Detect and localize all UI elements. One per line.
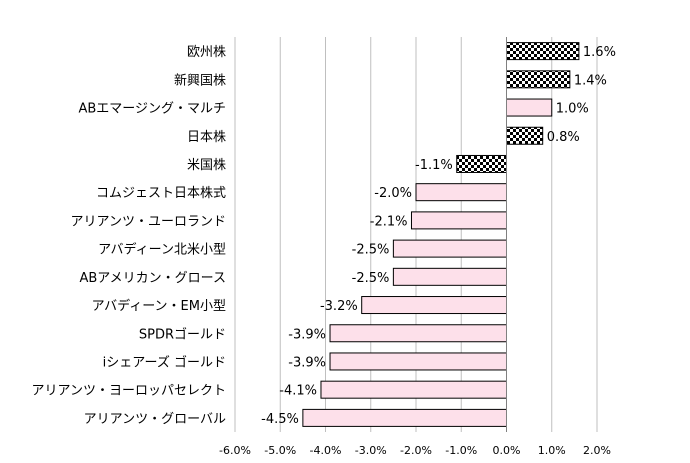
category-label: SPDRゴールド — [139, 326, 226, 342]
bar — [506, 70, 571, 89]
x-tick-label: -3.0% — [355, 444, 387, 457]
value-label: 1.4% — [574, 73, 607, 88]
x-tick-label: -2.0% — [400, 444, 432, 457]
category-label: ABエマージング・マルチ — [78, 102, 226, 117]
category-label: 米国株 — [187, 158, 226, 173]
bar — [302, 408, 507, 427]
x-tick-label: 0.0% — [493, 444, 521, 457]
category-label: アバディーン・EM小型 — [92, 298, 226, 314]
value-label: -3.2% — [320, 299, 358, 314]
category-label: ABアメリカン・グロース — [79, 271, 226, 286]
gridlines — [234, 37, 598, 432]
bar — [506, 42, 580, 61]
category-label: アリアンツ・グローバル — [84, 412, 226, 427]
bar — [456, 154, 508, 173]
value-label: -2.5% — [352, 243, 390, 258]
value-label: -3.9% — [288, 327, 326, 342]
category-label: 日本株 — [187, 130, 226, 145]
category-label: 新興国株 — [174, 72, 226, 88]
value-label: 1.6% — [583, 45, 616, 60]
bar — [329, 352, 507, 371]
category-label: アバディーン北米小型 — [98, 242, 226, 258]
value-label: 1.0% — [556, 102, 589, 117]
bar — [320, 380, 507, 399]
value-label: -2.1% — [370, 214, 408, 229]
value-label: -1.1% — [415, 158, 453, 173]
value-label: -4.5% — [261, 412, 299, 427]
bar — [392, 239, 507, 258]
bar — [361, 296, 508, 315]
bars — [302, 42, 580, 427]
bar — [415, 183, 507, 202]
x-tick-label: 1.0% — [538, 444, 566, 457]
x-tick-label: -4.0% — [310, 444, 342, 457]
value-label: -3.9% — [288, 355, 326, 370]
x-tick-label: 2.0% — [583, 444, 611, 457]
category-label: コムジェスト日本株式 — [96, 186, 226, 201]
bar — [392, 267, 507, 286]
bar — [329, 324, 507, 343]
category-label: アリアンツ・ヨーロッパセレクト — [32, 384, 226, 399]
x-tick-label: -6.0% — [219, 444, 251, 457]
category-label: iシェアーズ ゴールド — [103, 354, 226, 370]
x-tick-label: -5.0% — [264, 444, 296, 457]
bar — [410, 211, 508, 230]
labels: -6.0% -5.0% -4.0% -3.0% -2.0% -1.0% 0.0% 1.0% 2.… — [32, 45, 616, 457]
value-label: -2.0% — [374, 186, 412, 201]
category-label: アリアンツ・ユーロランド — [71, 214, 226, 229]
bar — [506, 98, 553, 117]
bar — [506, 126, 544, 145]
category-label: 欧州株 — [187, 45, 226, 60]
x-tick-label: -1.0% — [445, 444, 477, 457]
value-label: -2.5% — [352, 271, 390, 286]
value-label: 0.8% — [547, 130, 580, 145]
value-label: -4.1% — [279, 384, 317, 399]
